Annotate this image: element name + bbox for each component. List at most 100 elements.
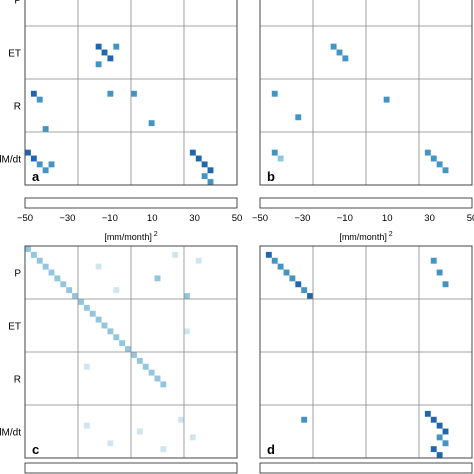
colorbar-tick-label: −30 <box>59 213 75 224</box>
panel-frame <box>259 0 473 186</box>
matrix-cell <box>342 55 349 62</box>
panel-letter: b <box>267 169 275 184</box>
colorbar-tick-label: 30 <box>189 213 200 224</box>
matrix-cell <box>271 257 278 264</box>
matrix-cell <box>107 55 114 62</box>
matrix-cell <box>195 257 202 264</box>
colorbar-tick-label: −10 <box>102 213 118 224</box>
matrix-cell <box>430 416 437 423</box>
matrix-cell <box>113 334 120 341</box>
matrix-cell <box>101 322 108 329</box>
matrix-cell <box>136 357 143 364</box>
matrix-cell <box>30 251 37 258</box>
matrix-cell <box>424 149 431 156</box>
matrix-cell <box>295 114 302 121</box>
colorbar-tick-label: −50 <box>17 213 33 224</box>
matrix-cell <box>131 90 137 97</box>
matrix-cell <box>301 416 308 423</box>
matrix-cell <box>189 149 196 156</box>
panel-d: d <box>259 245 473 474</box>
matrix-cell <box>48 161 55 168</box>
matrix-cell <box>60 281 67 288</box>
colorbar-frame <box>24 462 238 474</box>
panel-letter: a <box>32 169 40 184</box>
matrix-cell <box>66 287 73 294</box>
row-label-et: ET <box>8 322 21 333</box>
colorbar-unit-exponent: 2 <box>387 231 393 238</box>
matrix-cell <box>442 281 449 288</box>
matrix-cell <box>54 275 61 282</box>
colorbar-tick-label: −30 <box>294 213 310 224</box>
colorbar-tick-label: 50 <box>467 213 474 224</box>
colorbar-unit-label: [mm/month] 2 <box>339 231 392 242</box>
panel-b: b −50 −30 −10 10 30 50 [mm/month] 2 <box>252 0 474 242</box>
matrix-cell <box>195 155 202 162</box>
matrix-cell <box>265 251 272 258</box>
matrix-cell <box>119 340 126 347</box>
matrix-cell <box>207 167 214 174</box>
row-label-r: R <box>14 375 21 386</box>
colorbar: −50 −30 −10 10 30 50 [mm/month] 2 <box>252 197 474 242</box>
panel-frame <box>24 245 238 459</box>
row-label-r: R <box>14 102 21 113</box>
matrix-cell <box>101 49 108 56</box>
colorbar <box>259 462 473 474</box>
panel-frame <box>24 0 238 186</box>
matrix-cell <box>113 43 120 50</box>
matrix-cell <box>442 440 449 447</box>
matrix-cell <box>113 287 120 294</box>
matrix-cell <box>436 269 443 276</box>
colorbar-tick-label: 10 <box>147 213 158 224</box>
matrix-cell <box>36 96 43 103</box>
panel-a: P ET RdM/dt a −50 −30 −10 10 30 50 [mm/month] 2 <box>0 0 242 242</box>
matrix-cell <box>95 43 102 50</box>
matrix-cell <box>172 251 179 258</box>
matrix-cell <box>336 49 343 56</box>
matrix-cell <box>25 246 31 252</box>
matrix-cell <box>154 275 161 282</box>
panel-letter: c <box>32 442 39 457</box>
matrix-cell <box>424 410 431 417</box>
matrix-cell <box>36 257 43 264</box>
matrix-cell <box>277 155 284 162</box>
matrix-cell <box>36 161 43 168</box>
matrix-cell <box>107 90 114 97</box>
panel-letter: d <box>267 442 275 457</box>
matrix-cell <box>83 304 90 311</box>
matrix-cell <box>184 293 190 299</box>
matrix-cell <box>154 375 161 382</box>
matrix-cell <box>307 293 313 299</box>
colorbar-unit-exponent: 2 <box>152 231 158 238</box>
matrix-cell <box>107 440 114 447</box>
matrix-cell <box>25 149 31 156</box>
matrix-cell <box>160 446 167 453</box>
matrix-cell <box>78 299 84 305</box>
matrix-cell <box>271 149 278 156</box>
colorbar-frame <box>259 462 473 474</box>
colorbar-unit-label: [mm/month] 2 <box>104 231 157 242</box>
matrix-cell <box>142 363 149 370</box>
matrix-cell <box>283 269 290 276</box>
colorbar-tick-label: −50 <box>252 213 268 224</box>
matrix-cell <box>160 381 167 388</box>
matrix-cell <box>184 328 190 335</box>
matrix-cell <box>42 167 49 174</box>
matrix-cell <box>178 416 184 423</box>
colorbar-tick-label: −10 <box>337 213 353 224</box>
matrix-cell <box>289 275 296 282</box>
colorbar: −50 −30 −10 10 30 50 [mm/month] 2 <box>17 197 243 242</box>
matrix-cell <box>442 167 449 174</box>
matrix-cell <box>30 90 37 97</box>
matrix-cell <box>201 173 208 180</box>
row-label-et: ET <box>8 49 21 60</box>
matrix-cell <box>83 422 90 429</box>
matrix-cell <box>95 263 102 270</box>
matrix-cell <box>83 363 90 370</box>
matrix-cell <box>95 316 102 323</box>
matrix-cell <box>95 61 102 68</box>
colorbar-tick-label: 50 <box>232 213 243 224</box>
colorbar-tick-label: 10 <box>382 213 393 224</box>
matrix-cell <box>189 434 196 441</box>
matrix-cell <box>125 346 131 352</box>
matrix-cell <box>148 369 155 376</box>
